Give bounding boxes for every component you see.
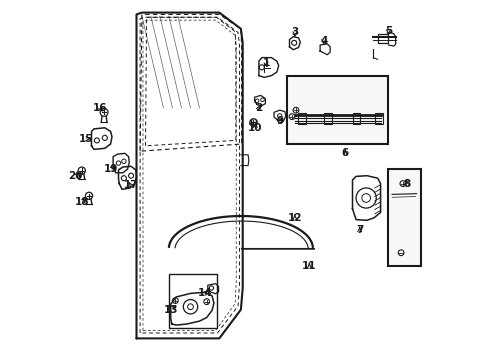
Bar [168, 274, 217, 328]
Bar [374, 113, 382, 124]
Bar [377, 34, 387, 43]
Text: 15: 15 [79, 134, 93, 144]
Bar [352, 113, 360, 124]
Text: 1: 1 [262, 58, 269, 68]
Bar [387, 169, 420, 266]
Text: 7: 7 [355, 225, 363, 235]
Text: 12: 12 [287, 213, 302, 223]
Text: 11: 11 [302, 261, 316, 271]
Text: 4: 4 [319, 36, 327, 46]
Text: 8: 8 [402, 179, 409, 189]
Text: 2: 2 [255, 103, 262, 113]
Text: 3: 3 [291, 27, 298, 37]
Text: 18: 18 [75, 197, 90, 207]
Bar [297, 113, 305, 124]
Text: 13: 13 [163, 305, 178, 315]
Text: 5: 5 [384, 26, 391, 36]
Text: 16: 16 [93, 103, 107, 113]
Bar [286, 76, 387, 144]
Text: 14: 14 [197, 288, 212, 298]
Text: 19: 19 [104, 164, 118, 174]
Text: 9: 9 [276, 116, 284, 126]
Text: 17: 17 [123, 180, 138, 190]
Text: 10: 10 [247, 123, 262, 133]
Bar [323, 113, 331, 124]
Text: 20: 20 [68, 171, 82, 181]
Text: 6: 6 [341, 148, 348, 158]
